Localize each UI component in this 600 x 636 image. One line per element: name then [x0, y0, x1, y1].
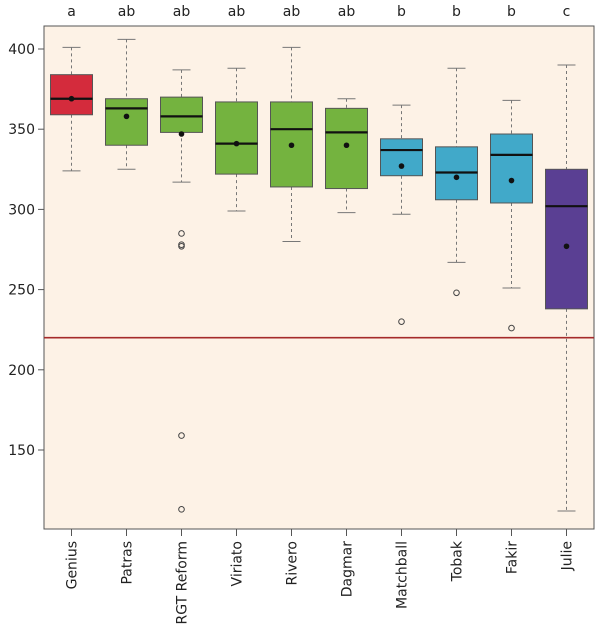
- mean-point: [508, 177, 515, 184]
- group-letter-7: b: [452, 4, 461, 20]
- x-tick-label-5: Dagmar: [340, 541, 356, 597]
- mean-point: [563, 243, 570, 250]
- group-letters: a ab ab ab ab ab b b b c: [67, 4, 570, 20]
- x-tick-label-4: Rivero: [285, 541, 301, 586]
- box-body: [50, 74, 93, 116]
- box-body: [325, 107, 368, 190]
- y-tick-label-350: 350: [8, 122, 35, 138]
- group-letter-3: ab: [228, 4, 246, 20]
- boxes: [44, 38, 594, 513]
- box-body: [380, 138, 423, 177]
- x-tick-label-1: Patras: [120, 541, 136, 585]
- mean-point: [178, 131, 185, 137]
- box-patras: [105, 38, 148, 170]
- box-genius: [50, 46, 93, 172]
- x-axis: Genius Patras RGT Reform Viriato Rivero Dagma…: [65, 529, 576, 624]
- box-viriato: [215, 67, 258, 212]
- y-tick-label-200: 200: [8, 363, 35, 379]
- box-body: [545, 168, 588, 310]
- x-tick-label-2: RGT Reform: [175, 541, 191, 624]
- mean-point: [398, 163, 405, 169]
- x-tick-label-6: Matchball: [395, 541, 411, 609]
- outlier-point-0: [178, 230, 185, 237]
- group-letter-9: c: [563, 4, 571, 20]
- mean-point: [123, 113, 130, 120]
- group-letter-2: ab: [173, 4, 191, 20]
- group-letter-4: ab: [283, 4, 301, 20]
- group-letter-6: b: [397, 4, 406, 20]
- box-body: [215, 101, 258, 175]
- box-body: [490, 133, 533, 204]
- group-letter-8: b: [507, 4, 516, 20]
- y-tick-label-300: 300: [8, 202, 35, 218]
- outlier-point-0: [508, 324, 515, 332]
- x-tick-label-7: Tobak: [450, 540, 466, 582]
- mean-point: [68, 95, 75, 102]
- box-dagmar: [325, 98, 368, 214]
- box-tobak: [435, 67, 478, 297]
- box-matchball: [380, 104, 423, 325]
- box-rivero: [270, 46, 313, 242]
- mean-point: [453, 174, 460, 181]
- outlier-point-0: [453, 289, 460, 297]
- x-tick-label-8: Fakir: [505, 541, 521, 574]
- x-tick-label-3: Viriato: [230, 541, 246, 586]
- y-tick-label-400: 400: [8, 42, 35, 58]
- group-letter-5: ab: [338, 4, 356, 20]
- y-tick-label-250: 250: [8, 283, 35, 299]
- y-axis: 150 200 250 300 350 400: [8, 42, 44, 459]
- mean-point: [288, 142, 295, 149]
- x-tick-label-0: Genius: [65, 541, 81, 589]
- box-body: [105, 98, 148, 146]
- box-body: [160, 96, 203, 133]
- outlier-point-2: [178, 242, 185, 250]
- box-fakir: [490, 99, 533, 332]
- group-letter-0: a: [67, 4, 76, 20]
- outlier-point-0: [398, 318, 405, 325]
- outlier-point-3: [178, 432, 185, 439]
- mean-point: [343, 142, 350, 149]
- y-tick-label-150: 150: [8, 443, 35, 459]
- box-rgt-reform: [160, 69, 203, 513]
- mean-point: [233, 140, 240, 147]
- outlier-point-4: [178, 506, 185, 513]
- x-tick-label-9: Julie: [560, 541, 576, 571]
- group-letter-1: ab: [118, 4, 136, 20]
- box-julie: [545, 64, 588, 512]
